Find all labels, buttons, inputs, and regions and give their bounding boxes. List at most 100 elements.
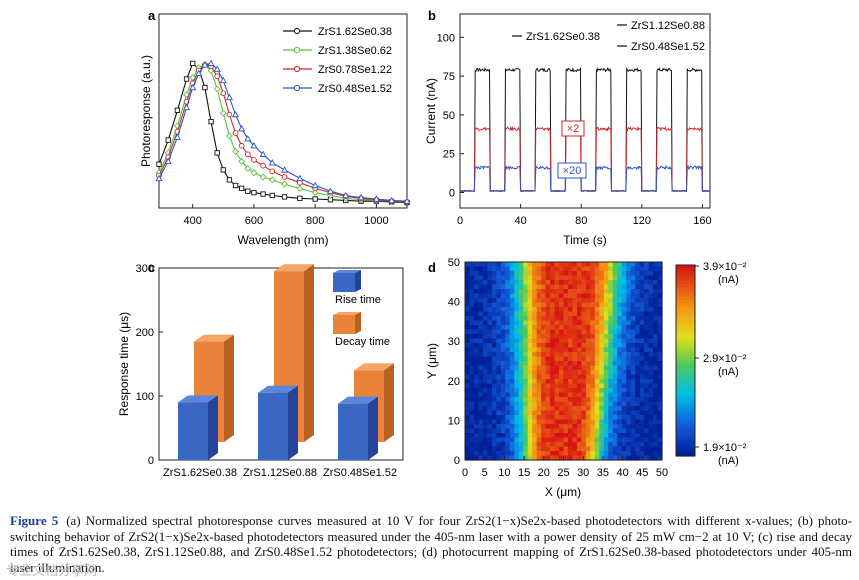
panel-d-heat-cell [469,415,475,421]
panel-d-heat-cell [639,401,645,407]
panel-d-heat-cell [465,374,471,380]
panel-d-heat-cell [567,406,574,412]
panel-d-heat-cell [644,370,650,376]
panel-d-heat-cell [612,356,618,362]
panel-d-heat-cell [590,289,596,295]
panel-d-heat-cell [644,383,650,389]
panel-d-heat-cell [617,442,623,448]
panel-d-heat-cell [608,424,614,430]
panel-d-heat-cell [567,302,574,308]
panel-d-heat-cell [657,374,663,380]
panel-d-heat-cell [500,325,506,331]
panel-d-heat-cell [648,446,654,452]
panel-a-data-point [183,76,190,82]
panel-d-heat-cell [505,271,511,277]
panel-d-heat-cell [532,275,538,281]
panel-d-heat-cell [630,361,636,367]
panel-d-heat-cell [630,352,636,358]
panel-d-heat-cell [617,334,623,340]
panel-d-heat-cell [639,325,645,331]
panel-d-heat-cell [617,275,623,281]
panel-d-heat-cell [559,424,565,430]
panel-d-heat-cell [500,361,506,367]
panel-d-heat-cell [496,293,502,299]
panel-d-heat-cell [621,329,627,335]
panel-d-heat-cell [644,347,650,353]
panel-d-heat-cell [518,266,524,272]
panel-d-heat-cell [514,415,520,421]
panel-d-heat-cell [514,338,520,344]
panel-d-heat-cell [541,338,547,344]
panel-d-heat-cell [599,388,605,394]
panel-d-heat-cell [473,428,480,434]
panel-d-heat-cell [505,437,511,443]
panel-d-heat-cell [532,442,538,448]
panel-d-heat-cell [644,415,650,421]
panel-d-heat-cell [473,325,480,331]
panel-d-heat-cell [473,280,480,286]
panel-d-heat-cell [590,406,596,412]
panel-d-heat-cell [550,455,556,461]
panel-d-heat-cell [500,320,506,326]
panel-c-bar [258,392,288,460]
panel-d-heat-cell [572,379,578,385]
panel-d-heat-cell [630,392,636,398]
panel-d-heat-cell [639,388,645,394]
panel-d-heat-cell [514,352,520,358]
panel-d-heat-cell [653,406,659,412]
panel-d-heat-cell [509,275,515,281]
panel-d-heat-cell [648,316,654,322]
panel-d-heat-cell [527,406,533,412]
panel-d-heat-cell [626,338,632,344]
panel-d-heat-cell [523,280,529,286]
panel-d-heat-cell [496,451,502,457]
panel-d-heat-cell [550,262,556,268]
panel-d-heat-cell [550,289,556,295]
panel-d-heat-cell [617,271,623,277]
panel-d-heat-cell [514,370,520,376]
panel-d-heat-cell [514,271,520,277]
panel-d-heat-cell [617,455,623,461]
panel-d-heat-cell [639,289,645,295]
panel-d-colorbar-cell [676,322,695,327]
panel-d-heat-cell [505,455,511,461]
panel-d-heat-cell [465,392,471,398]
panel-d-heat-cell [644,356,650,362]
panel-d-heat-cell [648,275,654,281]
panel-d-heat-cell [496,415,502,421]
panel-d-heat-cell [478,397,484,403]
panel-d-heat-cell [612,374,618,380]
panel-d-heat-cell [478,311,484,317]
panel-d-heat-cell [487,415,493,421]
panel-d-heat-cell [603,352,609,358]
panel-b-ytick-label: 25 [443,149,455,161]
panel-d-heat-cell [626,311,632,317]
panel-d-heat-cell [527,392,533,398]
panel-d-heat-cell [509,415,515,421]
panel-c-legend-swatch-top [333,270,361,273]
panel-d-heat-cell [478,271,484,277]
panel-d-heat-cell [518,397,524,403]
panel-d-heat-cell [648,352,654,358]
panel-d-heat-cell [621,266,627,272]
panel-d-heat-cell [554,383,560,389]
panel-d-colorbar-cell [676,312,695,317]
panel-d-heat-cell [648,338,654,344]
panel-d-heat-cell [567,383,574,389]
panel-d-heat-cell [527,343,533,349]
panel-d-heat-cell [500,410,506,416]
panel-d-heat-cell [635,271,641,277]
panel-d-heat-cell [478,356,484,362]
panel-d-heat-cell [653,383,659,389]
panel-d-heat-cell [536,361,542,367]
panel-d-heat-cell [603,343,609,349]
panel-d-heat-cell [523,325,529,331]
panel-d-heat-cell [599,289,605,295]
panel-d-heat-cell [482,284,488,290]
panel-d-heat-cell [545,392,551,398]
panel-d-heat-cell [590,302,596,308]
panel-a-data-point [297,195,303,201]
panel-d-heat-cell [594,266,600,272]
panel-a-data-point [201,61,209,68]
